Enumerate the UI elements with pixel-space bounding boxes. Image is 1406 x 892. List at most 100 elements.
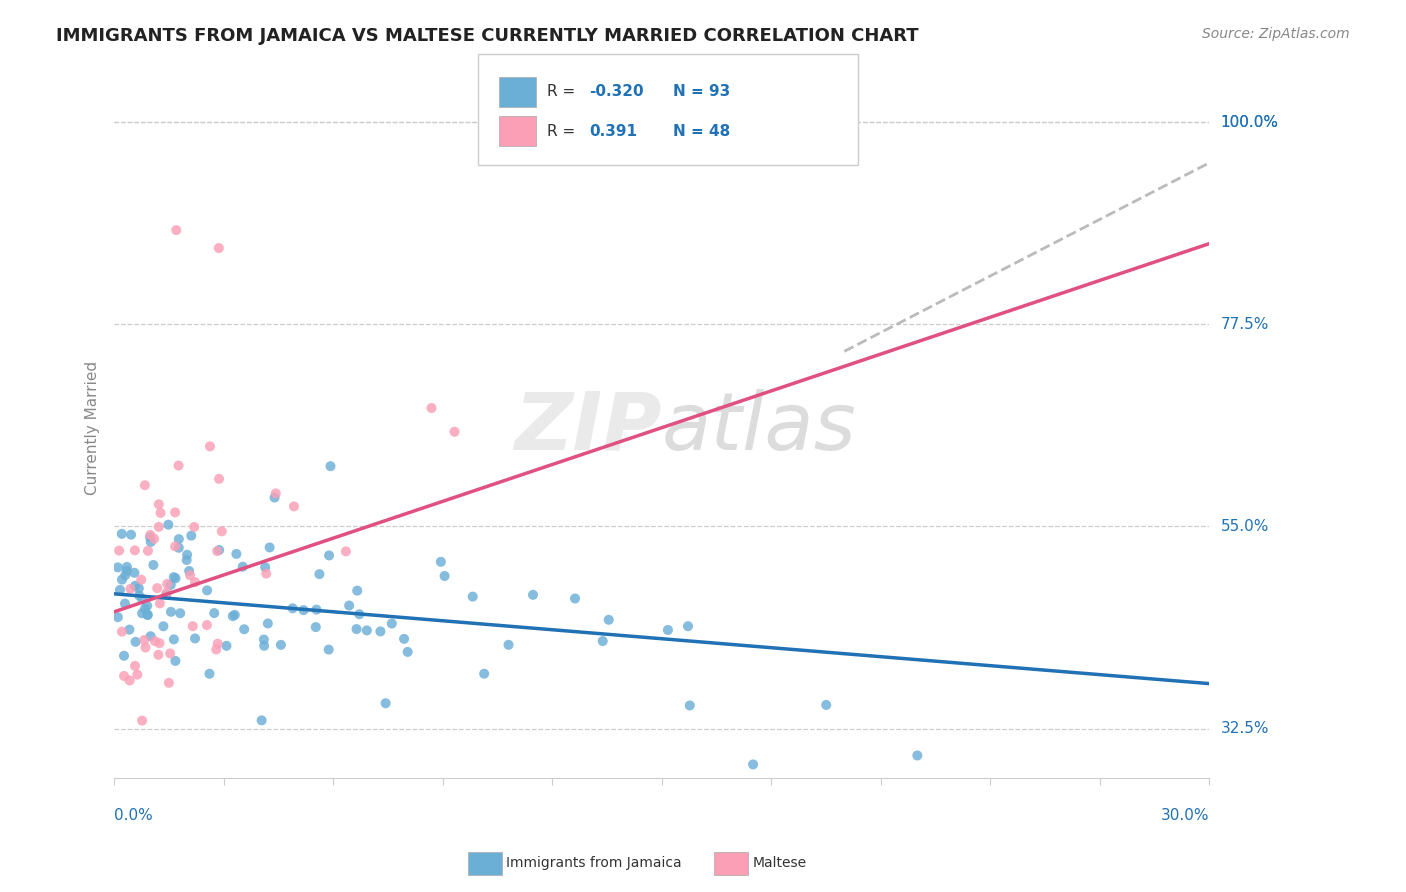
Point: [472, 666, 495, 681]
Point: [120, 582, 142, 596]
Point: [264, 486, 287, 500]
Point: [564, 591, 586, 606]
Point: [676, 619, 699, 633]
Point: [349, 607, 371, 622]
Point: [149, 597, 172, 611]
Point: [195, 583, 218, 598]
Text: N = 48: N = 48: [673, 124, 731, 138]
Point: [124, 543, 146, 558]
Point: [195, 618, 218, 632]
Point: [905, 748, 928, 763]
Point: [259, 541, 281, 555]
Point: [263, 491, 285, 505]
Point: [134, 633, 156, 648]
Point: [139, 629, 162, 643]
Point: [148, 497, 170, 511]
Point: [598, 613, 620, 627]
Point: [215, 639, 238, 653]
Text: atlas: atlas: [662, 389, 856, 467]
Text: -0.320: -0.320: [589, 85, 644, 99]
Point: [208, 241, 231, 255]
Point: [318, 642, 340, 657]
Point: [139, 535, 162, 549]
Point: [115, 564, 138, 578]
Point: [127, 667, 149, 681]
Point: [207, 637, 229, 651]
Point: [346, 622, 368, 636]
Point: [281, 601, 304, 615]
Text: 30.0%: 30.0%: [1161, 808, 1209, 823]
Point: [134, 478, 156, 492]
Point: [392, 632, 415, 646]
Point: [292, 603, 315, 617]
Point: [184, 575, 207, 590]
Point: [208, 472, 231, 486]
Point: [180, 529, 202, 543]
Point: [420, 401, 443, 415]
Point: [592, 634, 614, 648]
Point: [108, 582, 131, 597]
Point: [205, 544, 228, 558]
Point: [165, 223, 187, 237]
Point: [396, 645, 419, 659]
Point: [136, 599, 159, 613]
Text: 0.391: 0.391: [589, 124, 637, 138]
Text: 0.0%: 0.0%: [114, 808, 153, 823]
Text: R =: R =: [547, 124, 581, 138]
Y-axis label: Currently Married: Currently Married: [86, 360, 100, 495]
Point: [111, 573, 134, 587]
Point: [129, 573, 152, 587]
Point: [111, 624, 134, 639]
Point: [131, 591, 153, 606]
Point: [283, 500, 305, 514]
Point: [443, 425, 465, 439]
Point: [148, 636, 170, 650]
Point: [181, 619, 204, 633]
Point: [128, 589, 150, 603]
Point: [183, 520, 205, 534]
Point: [124, 659, 146, 673]
Point: [184, 632, 207, 646]
Point: [222, 609, 245, 624]
Text: 100.0%: 100.0%: [1220, 115, 1278, 130]
Point: [156, 577, 179, 591]
Point: [159, 647, 181, 661]
Point: [155, 588, 177, 602]
Point: [115, 560, 138, 574]
Point: [335, 544, 357, 558]
Point: [159, 578, 181, 592]
Point: [124, 566, 146, 580]
Point: [225, 547, 247, 561]
Point: [305, 602, 328, 616]
Point: [233, 622, 256, 636]
Point: [250, 714, 273, 728]
Point: [257, 616, 280, 631]
Text: N = 93: N = 93: [673, 85, 731, 99]
Point: [318, 549, 340, 563]
Point: [374, 696, 396, 710]
Point: [107, 560, 129, 574]
Point: [254, 566, 277, 581]
Point: [270, 638, 292, 652]
Point: [202, 606, 225, 620]
Point: [114, 568, 136, 582]
Text: IMMIGRANTS FROM JAMAICA VS MALTESE CURRENTLY MARRIED CORRELATION CHART: IMMIGRANTS FROM JAMAICA VS MALTESE CURRE…: [56, 27, 920, 45]
Point: [157, 675, 180, 690]
Point: [131, 607, 153, 621]
Point: [179, 564, 201, 578]
Point: [742, 757, 765, 772]
Point: [657, 623, 679, 637]
Point: [148, 520, 170, 534]
Point: [254, 560, 277, 574]
Point: [179, 568, 201, 582]
Point: [308, 567, 330, 582]
Point: [118, 623, 141, 637]
Point: [160, 605, 183, 619]
Point: [163, 632, 186, 647]
Point: [815, 698, 838, 712]
Point: [112, 669, 135, 683]
Point: [136, 544, 159, 558]
Point: [120, 527, 142, 541]
Point: [136, 607, 159, 622]
Point: [381, 616, 404, 631]
